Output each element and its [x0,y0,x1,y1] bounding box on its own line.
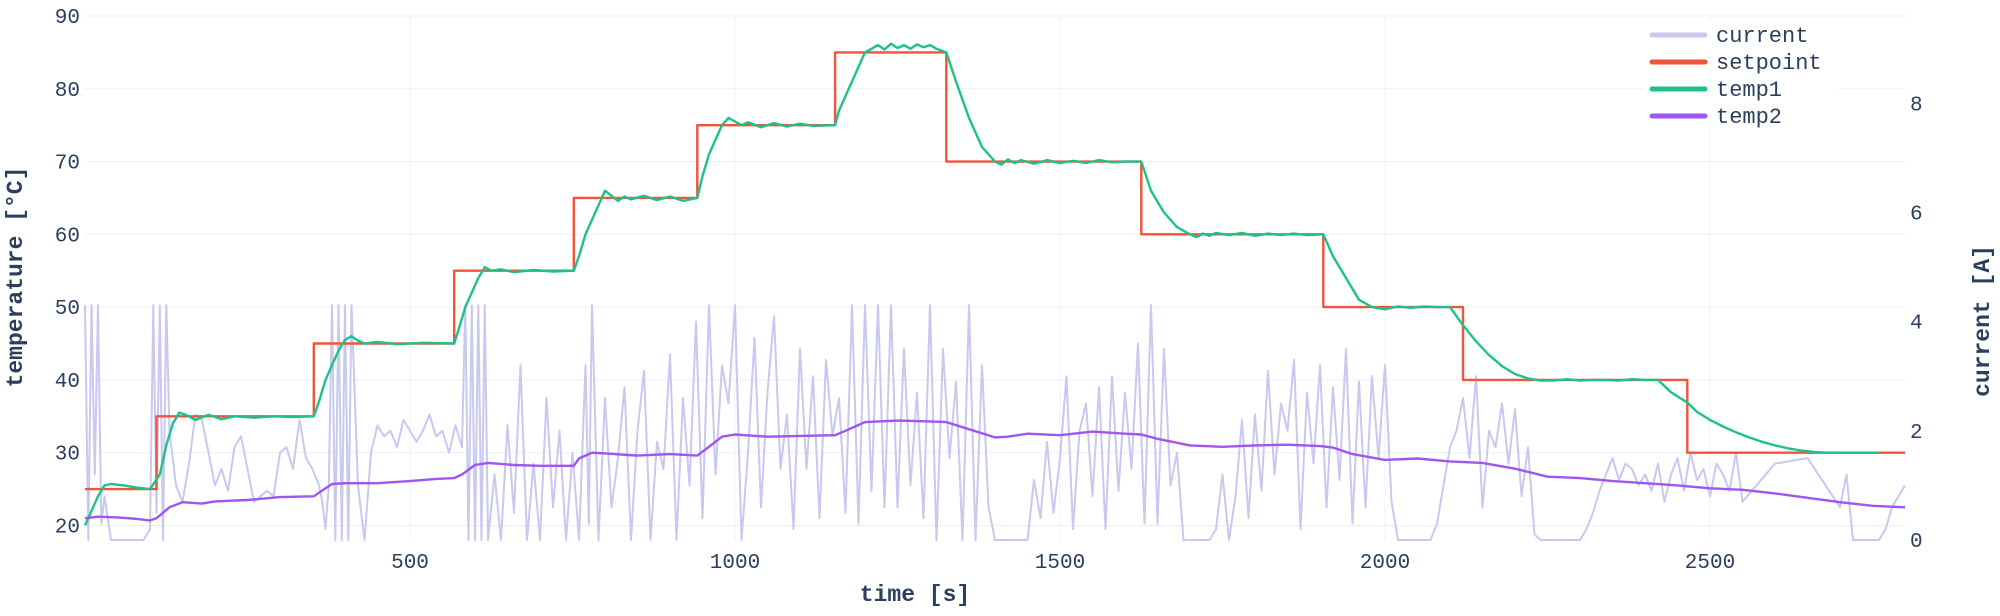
legend-label-setpoint: setpoint [1716,51,1822,76]
y-right-tick-label: 6 [1910,204,1923,227]
y-right-tick-label: 8 [1910,94,1923,117]
y-left-tick-label: 20 [55,516,80,539]
legend-item-temp2[interactable]: temp2 [1649,105,1782,130]
y-right-tick-label: 2 [1910,422,1923,445]
x-axis-title: time [s] [860,582,970,608]
legend-background [1643,22,1838,128]
y-left-tick-label: 40 [55,371,80,394]
y-left-tick-label: 50 [55,298,80,321]
legend-label-temp1: temp1 [1716,78,1782,103]
series-line-temp2 [84,419,1906,522]
y-left-tick-label: 30 [55,444,80,467]
series-line-setpoint [85,51,1905,491]
y-axis-right-title: current [A] [1970,245,1996,397]
y-left-tick-label: 80 [55,80,80,103]
legend-item-temp1[interactable]: temp1 [1649,78,1782,103]
ticks: 500 1000 1500 2000 2500 20 30 40 50 60 70 80 90 0 2 4 6 8 [55,7,1923,575]
x-tick-label: 2500 [1685,552,1735,575]
series-line-temp1 [83,42,1879,526]
y-right-tick-label: 0 [1910,531,1923,554]
legend-item-setpoint[interactable]: setpoint [1649,51,1822,76]
y-left-tick-label: 60 [55,225,80,248]
x-tick-label: 1500 [1035,552,1085,575]
legend-item-current[interactable]: current [1649,24,1808,49]
grid [85,15,1905,540]
x-tick-label: 1000 [710,552,760,575]
x-tick-label: 2000 [1360,552,1410,575]
legend[interactable]: current setpoint temp1 temp2 [1643,22,1838,130]
legend-label-temp2: temp2 [1716,105,1782,130]
series-line-current [84,304,1906,541]
series-layer [83,42,1906,541]
y-left-tick-label: 70 [55,153,80,176]
y-axis-left-title: temperature [°C] [3,167,29,388]
legend-label-current: current [1716,24,1808,49]
y-left-tick-label: 90 [55,7,80,30]
y-right-tick-label: 4 [1910,313,1923,336]
x-tick-label: 500 [391,552,429,575]
